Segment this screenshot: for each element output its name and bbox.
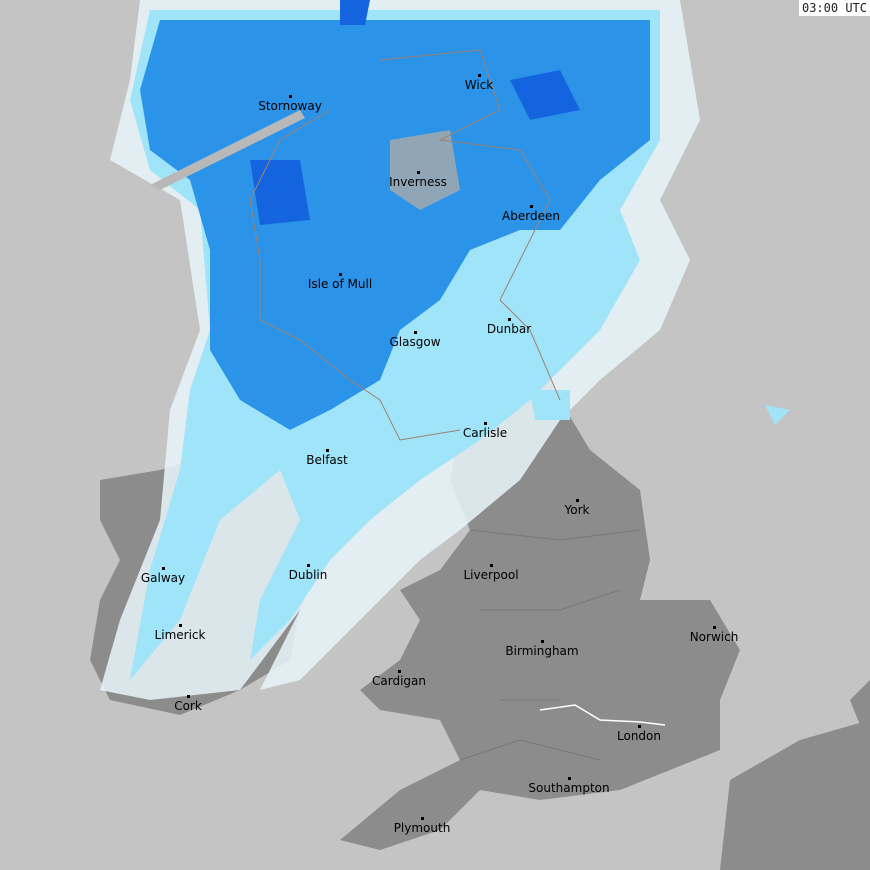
thames-line	[539, 704, 666, 726]
city-label: Cork	[174, 699, 202, 713]
city-dot	[326, 449, 329, 452]
city-label: Galway	[140, 571, 186, 585]
precip-north-sea	[530, 390, 790, 425]
city-dot	[638, 725, 641, 728]
city-dot	[713, 626, 716, 629]
city-label: Birmingham	[505, 644, 579, 658]
timestamp-label: 03:00 UTC	[798, 0, 870, 16]
city-label: Glasgow	[389, 335, 441, 349]
coastline-outline	[249, 49, 561, 441]
city-label: Norwich	[689, 630, 739, 644]
city-dot	[187, 695, 190, 698]
city-dot	[508, 318, 511, 321]
city-dot	[530, 205, 533, 208]
city-dot	[162, 567, 165, 570]
precip-dry-patch	[390, 130, 460, 210]
city-label: Carlisle	[462, 426, 508, 440]
city-dot	[289, 95, 292, 98]
city-dot	[417, 171, 420, 174]
city-dot	[414, 331, 417, 334]
city-label: Aberdeen	[502, 209, 560, 223]
city-dot	[484, 422, 487, 425]
city-label: Isle of Mull	[307, 277, 373, 291]
city-dot	[179, 624, 182, 627]
radar-artifact-streak	[150, 110, 305, 190]
city-dot	[421, 817, 424, 820]
region-borders	[459, 529, 641, 761]
city-label: Cardigan	[372, 674, 426, 688]
city-dot	[398, 670, 401, 673]
city-label: Liverpool	[463, 568, 519, 582]
city-label: Inverness	[389, 175, 447, 189]
city-dot	[339, 273, 342, 276]
city-dot	[478, 74, 481, 77]
city-label: Southampton	[528, 781, 610, 795]
city-label: Plymouth	[393, 821, 451, 835]
netherlands-coast	[850, 680, 870, 725]
city-label: Dublin	[288, 568, 328, 582]
city-label: York	[564, 503, 590, 517]
city-label: Limerick	[154, 628, 206, 642]
precip-heavy	[250, 0, 580, 225]
france-landmass	[720, 720, 870, 870]
city-dot	[307, 564, 310, 567]
city-dot	[541, 640, 544, 643]
city-dot	[576, 499, 579, 502]
city-label: Belfast	[306, 453, 348, 467]
city-dot	[490, 564, 493, 567]
city-label: Stornoway	[258, 99, 322, 113]
city-label: London	[617, 729, 661, 743]
precip-blue	[140, 20, 650, 430]
city-label: Wick	[464, 78, 494, 92]
city-label: Dunbar	[486, 322, 532, 336]
city-dot	[568, 777, 571, 780]
